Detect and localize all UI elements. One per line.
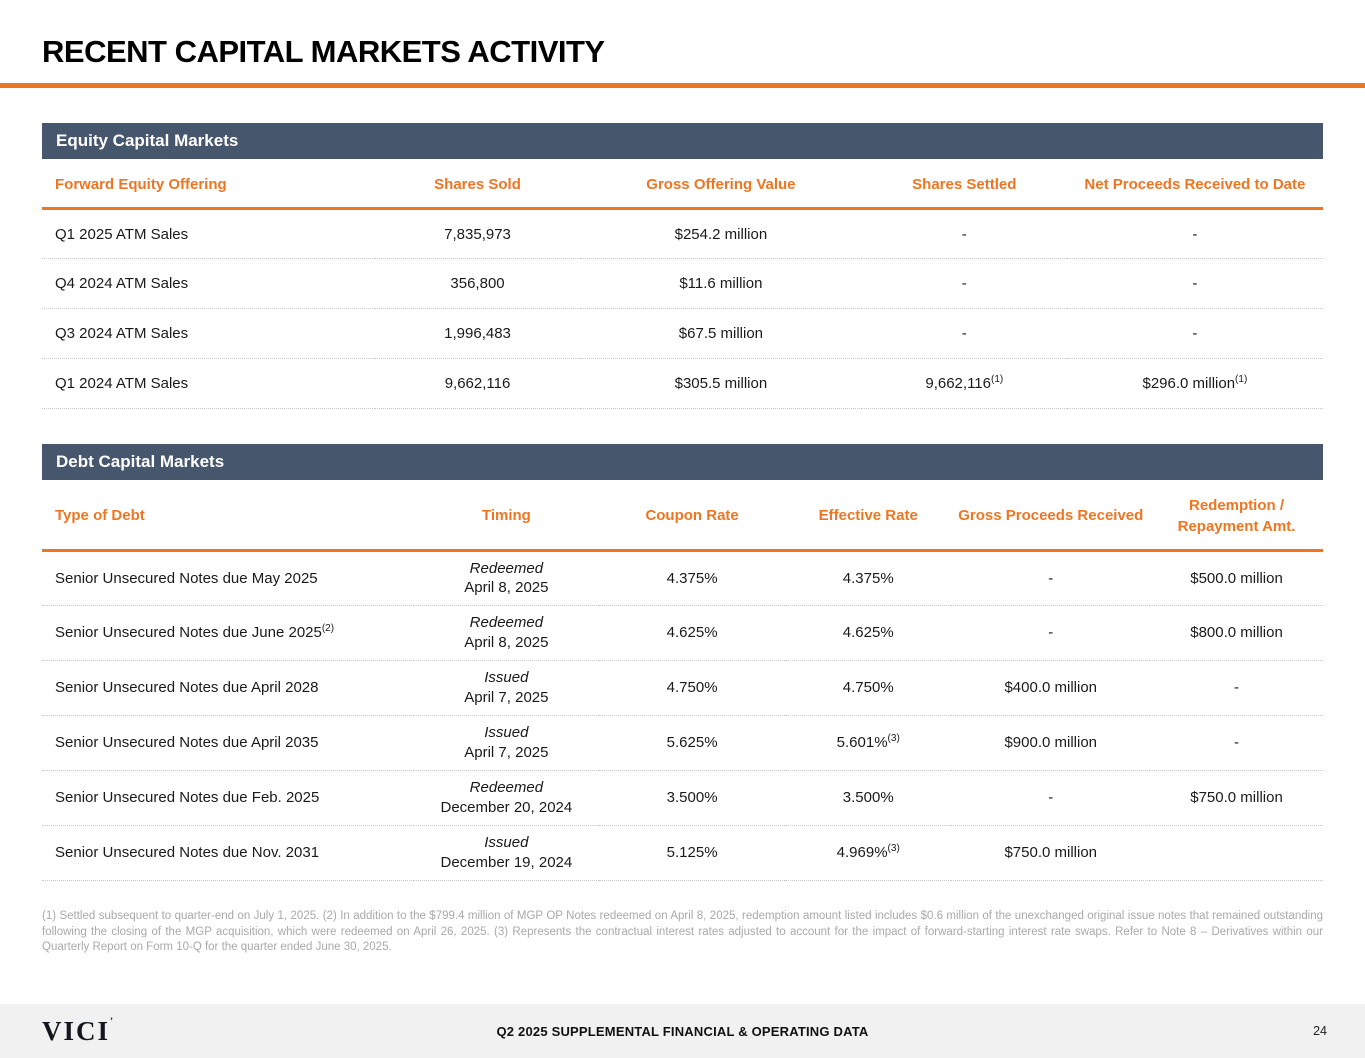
cell-shares-settled: - — [861, 208, 1067, 260]
footnotes: (1) Settled subsequent to quarter-end on… — [42, 909, 1323, 954]
cell-shares-sold: 9,662,116 — [375, 358, 580, 410]
cell-timing: Redeemed December 20, 2024 — [413, 770, 600, 826]
column-header-gross-offering-value: Gross Offering Value — [580, 159, 862, 211]
cell-type-of-debt: Senior Unsecured Notes due June 2025(2) — [42, 605, 414, 661]
table-row: Senior Unsecured Notes due Nov. 2031 Iss… — [42, 825, 1323, 881]
cell-redemption: $800.0 million — [1150, 605, 1323, 661]
column-header-coupon-rate: Coupon Rate — [599, 480, 785, 552]
cell-net-proceeds: $296.0 million(1) — [1066, 358, 1323, 410]
cell-timing: Redeemed April 8, 2025 — [413, 550, 600, 606]
cell-effective-rate: 3.500% — [784, 770, 952, 826]
vici-logo: VICI’ — [42, 1015, 116, 1046]
cell-coupon-rate: 3.500% — [599, 770, 785, 826]
table-row: Senior Unsecured Notes due Feb. 2025 Red… — [42, 770, 1323, 826]
cell-gross-value: $254.2 million — [580, 208, 862, 260]
equity-section: Equity Capital Markets Forward Equity Of… — [42, 123, 1323, 410]
cell-effective-rate: 4.750% — [784, 660, 952, 716]
cell-coupon-rate: 5.625% — [599, 715, 785, 771]
cell-type-of-debt: Senior Unsecured Notes due April 2028 — [42, 660, 414, 716]
cell-redemption: - — [1150, 715, 1323, 771]
cell-coupon-rate: 4.375% — [599, 550, 785, 606]
column-header-shares-sold: Shares Sold — [375, 159, 580, 211]
cell-gross-proceeds: $900.0 million — [951, 715, 1151, 771]
table-row: Senior Unsecured Notes due May 2025 Rede… — [42, 550, 1323, 606]
cell-shares-settled: 9,662,116(1) — [861, 358, 1067, 410]
footer-bar: Q2 2025 SUPPLEMENTAL FINANCIAL & OPERATI… — [0, 1004, 1365, 1058]
column-header-shares-settled: Shares Settled — [861, 159, 1067, 211]
table-row: Senior Unsecured Notes due April 2035 Is… — [42, 715, 1323, 771]
cell-net-proceeds: - — [1066, 258, 1323, 310]
column-header-effective-rate: Effective Rate — [784, 480, 952, 552]
cell-offering: Q1 2024 ATM Sales — [42, 358, 376, 410]
cell-redemption: $750.0 million — [1150, 770, 1323, 826]
column-header-gross-proceeds: Gross Proceeds Received — [951, 480, 1151, 552]
cell-redemption — [1150, 825, 1323, 881]
equity-section-header: Equity Capital Markets — [42, 123, 1323, 159]
cell-net-proceeds: - — [1066, 208, 1323, 260]
cell-gross-proceeds: - — [951, 605, 1151, 661]
cell-shares-sold: 1,996,483 — [375, 308, 580, 360]
table-row: Q3 2024 ATM Sales 1,996,483 $67.5 millio… — [42, 308, 1323, 360]
table-row: Senior Unsecured Notes due April 2028 Is… — [42, 660, 1323, 716]
cell-offering: Q4 2024 ATM Sales — [42, 258, 376, 310]
cell-timing: Issued December 19, 2024 — [413, 825, 600, 881]
column-header-redemption: Redemption / Repayment Amt. — [1150, 480, 1323, 552]
debt-section: Debt Capital Markets Type of Debt Timing… — [42, 444, 1323, 881]
column-header-type-of-debt: Type of Debt — [42, 480, 414, 552]
cell-type-of-debt: Senior Unsecured Notes due May 2025 — [42, 550, 414, 606]
cell-type-of-debt: Senior Unsecured Notes due Nov. 2031 — [42, 825, 414, 881]
cell-gross-proceeds: $750.0 million — [951, 825, 1151, 881]
column-header-timing: Timing — [413, 480, 600, 552]
debt-header-row: Type of Debt Timing Coupon Rate Effectiv… — [42, 480, 1323, 552]
cell-gross-value: $11.6 million — [580, 258, 862, 310]
cell-type-of-debt: Senior Unsecured Notes due Feb. 2025 — [42, 770, 414, 826]
cell-net-proceeds: - — [1066, 308, 1323, 360]
equity-header-row: Forward Equity Offering Shares Sold Gros… — [42, 159, 1323, 211]
cell-coupon-rate: 4.625% — [599, 605, 785, 661]
table-row: Senior Unsecured Notes due June 2025(2) … — [42, 605, 1323, 661]
cell-shares-settled: - — [861, 258, 1067, 310]
cell-gross-value: $305.5 million — [580, 358, 862, 410]
column-header-forward-equity-offering: Forward Equity Offering — [42, 159, 376, 211]
cell-shares-settled: - — [861, 308, 1067, 360]
cell-effective-rate: 5.601%(3) — [784, 715, 952, 771]
debt-section-header: Debt Capital Markets — [42, 444, 1323, 481]
cell-effective-rate: 4.969%(3) — [784, 825, 952, 881]
title-accent-rule — [0, 83, 1365, 88]
cell-redemption: - — [1150, 660, 1323, 716]
table-row: Q1 2025 ATM Sales 7,835,973 $254.2 milli… — [42, 208, 1323, 260]
cell-timing: Issued April 7, 2025 — [413, 660, 600, 716]
cell-effective-rate: 4.625% — [784, 605, 952, 661]
cell-offering: Q3 2024 ATM Sales — [42, 308, 376, 360]
cell-type-of-debt: Senior Unsecured Notes due April 2035 — [42, 715, 414, 771]
cell-coupon-rate: 5.125% — [599, 825, 785, 881]
cell-redemption: $500.0 million — [1150, 550, 1323, 606]
cell-shares-sold: 7,835,973 — [375, 208, 580, 260]
cell-coupon-rate: 4.750% — [599, 660, 785, 716]
slide: RECENT CAPITAL MARKETS ACTIVITY Equity C… — [0, 34, 1365, 1058]
table-row: Q4 2024 ATM Sales 356,800 $11.6 million … — [42, 258, 1323, 310]
cell-timing: Redeemed April 8, 2025 — [413, 605, 600, 661]
trademark-mark: ’ — [110, 1015, 116, 1026]
debt-table: Type of Debt Timing Coupon Rate Effectiv… — [42, 480, 1323, 881]
equity-table: Forward Equity Offering Shares Sold Gros… — [42, 159, 1323, 410]
page-number: 24 — [1313, 1024, 1327, 1038]
cell-effective-rate: 4.375% — [784, 550, 952, 606]
footer-title: Q2 2025 SUPPLEMENTAL FINANCIAL & OPERATI… — [496, 1023, 869, 1039]
cell-gross-proceeds: - — [951, 550, 1151, 606]
cell-shares-sold: 356,800 — [375, 258, 580, 310]
cell-gross-value: $67.5 million — [580, 308, 862, 360]
cell-offering: Q1 2025 ATM Sales — [42, 208, 376, 260]
cell-gross-proceeds: $400.0 million — [951, 660, 1151, 716]
cell-timing: Issued April 7, 2025 — [413, 715, 600, 771]
cell-gross-proceeds: - — [951, 770, 1151, 826]
page-title: RECENT CAPITAL MARKETS ACTIVITY — [42, 34, 605, 69]
table-row: Q1 2024 ATM Sales 9,662,116 $305.5 milli… — [42, 358, 1323, 410]
column-header-net-proceeds: Net Proceeds Received to Date — [1066, 159, 1323, 211]
